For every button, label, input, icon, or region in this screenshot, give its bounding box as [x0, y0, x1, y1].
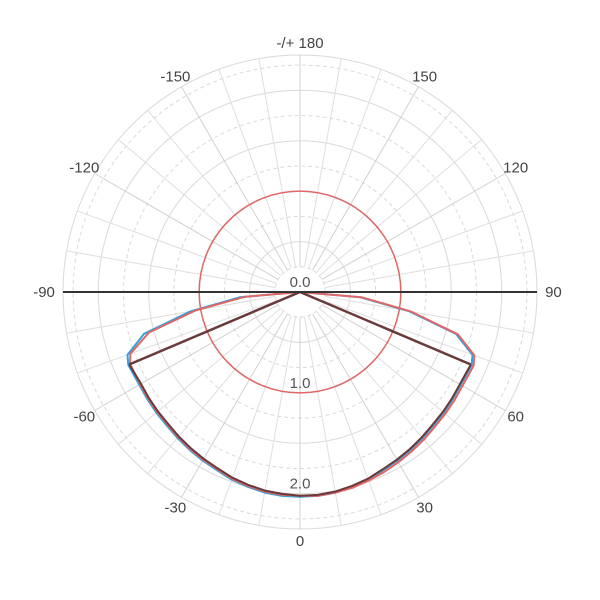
grid-spoke--160 [218, 69, 292, 269]
spoke-line-1 [299, 290, 472, 366]
grid-spoke-70 [323, 300, 523, 374]
grid-spoke-40 [315, 310, 453, 474]
grid-spoke-160 [308, 69, 382, 269]
grid-spoke-130 [318, 139, 482, 277]
grid-spoke--40 [147, 310, 285, 474]
angle-tick-label: 90 [545, 284, 562, 301]
angle-tick-label: 30 [416, 500, 433, 517]
grid-spoke-50 [318, 307, 482, 445]
grid-spoke--70 [77, 300, 277, 374]
angle-tick-label: 60 [507, 409, 524, 426]
grid-spoke-20 [308, 315, 382, 515]
grid-spoke-60 [321, 304, 506, 411]
angle-tick-label: 0 [296, 533, 304, 550]
grid-spoke--50 [118, 307, 282, 445]
angle-tick-label: 150 [412, 68, 437, 85]
grid-spoke-170 [303, 58, 342, 268]
series-layer [126, 290, 476, 498]
grid-spoke--100 [66, 250, 276, 289]
grid-spoke--60 [94, 304, 279, 411]
spoke-line-0 [128, 290, 301, 366]
angle-tick-label: -90 [33, 284, 55, 301]
angle-tick-label: -60 [73, 409, 95, 426]
grid-spoke--20 [218, 315, 292, 515]
grid-spoke--150 [181, 86, 288, 271]
angle-tick-label: -/+ 180 [276, 35, 323, 52]
radial-tick-label: 2.0 [290, 476, 311, 493]
grid-spoke-100 [324, 250, 534, 289]
grid-spoke-140 [315, 110, 453, 274]
grid-spoke--80 [66, 295, 276, 334]
grid-spoke-110 [323, 210, 523, 284]
grid-spoke--120 [94, 173, 279, 280]
grid-spoke--130 [118, 139, 282, 277]
grid-spoke--170 [258, 58, 297, 268]
angle-tick-label: -120 [69, 159, 99, 176]
angle-tick-label: -150 [160, 68, 190, 85]
grid-spoke-120 [321, 173, 506, 280]
grid-spoke-150 [312, 86, 419, 271]
grid-spoke--30 [181, 313, 288, 498]
grid-spoke-80 [324, 295, 534, 334]
grid-spoke--110 [77, 210, 277, 284]
grid-spoke-30 [312, 313, 419, 498]
label-layer: -/+ 180 150 -150 120 -120 90 -90 60 -60 30 -30 0 0.0… [33, 35, 562, 550]
series-line-2 [128, 363, 472, 497]
grid-spoke--140 [147, 110, 285, 274]
radial-tick-label: 1.0 [290, 375, 311, 392]
angle-tick-label: 120 [503, 159, 528, 176]
radial-tick-label: 0.0 [290, 274, 311, 291]
angle-tick-label: -30 [165, 500, 187, 517]
